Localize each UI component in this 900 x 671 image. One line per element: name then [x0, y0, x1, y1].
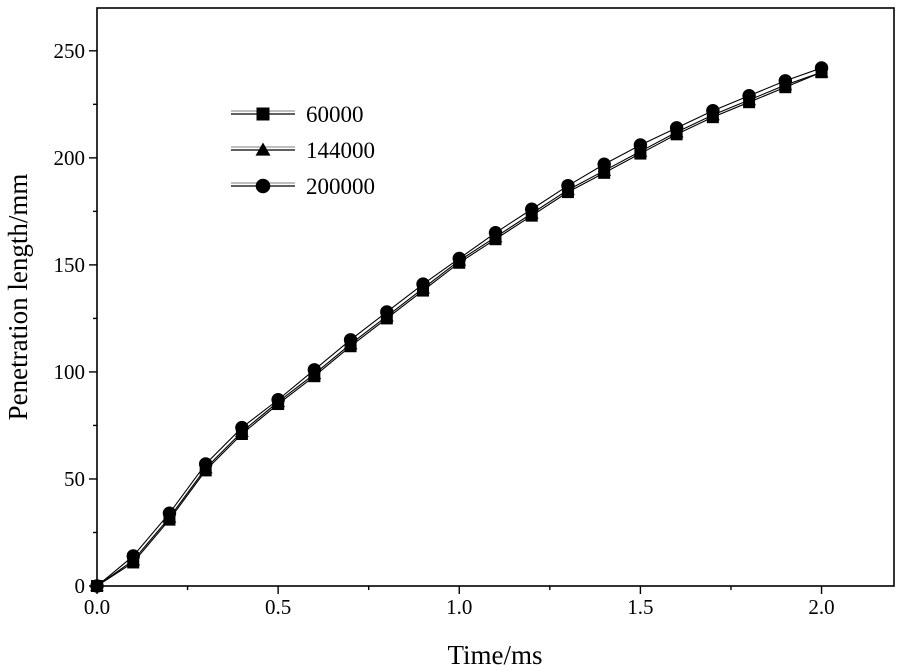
y-tick-label: 250 [54, 39, 86, 63]
y-axis-title: Penetration length/mm [3, 174, 33, 421]
legend-label: 60000 [306, 102, 364, 127]
data-point [597, 157, 611, 171]
x-axis-title: Time/ms [447, 640, 542, 670]
legend-label: 144000 [306, 138, 375, 163]
y-tick-label: 100 [54, 360, 86, 384]
legend-marker [255, 178, 271, 194]
series-line [96, 71, 822, 587]
legend-entry: 200000 [231, 174, 375, 199]
data-point [633, 138, 648, 152]
x-tick-label: 1.0 [446, 595, 472, 619]
data-point [380, 305, 394, 319]
legend-entry: 144000 [231, 138, 375, 163]
data-point [126, 549, 140, 563]
legend: 60000 144000 200000 [231, 102, 375, 199]
data-point [561, 178, 575, 193]
series-line [96, 71, 822, 587]
y-tick-label: 0 [75, 574, 86, 598]
x-tick-label: 2.0 [808, 595, 834, 619]
data-point [669, 121, 684, 135]
data-point [778, 74, 793, 88]
series-200000 [90, 61, 829, 593]
data-point [452, 251, 466, 266]
x-axis: 0.0 0.5 1.0 1.5 2.0 [84, 586, 835, 619]
data-point [814, 61, 829, 75]
data-point [307, 363, 322, 377]
legend-entry: 60000 [231, 102, 364, 127]
data-point [235, 420, 249, 435]
x-tick-label: 1.5 [627, 595, 653, 619]
data-point [198, 457, 213, 471]
legend-marker [256, 107, 270, 121]
data-point [162, 506, 177, 520]
legend-label: 200000 [306, 174, 375, 199]
y-tick-label: 200 [54, 146, 86, 170]
series-line [96, 67, 822, 587]
series-layer [90, 61, 829, 593]
data-point [416, 277, 430, 291]
data-point [271, 393, 285, 407]
series-144000 [90, 65, 829, 592]
data-point [343, 333, 358, 347]
data-point [706, 104, 720, 118]
legend-marker [255, 142, 271, 156]
x-tick-label: 0.0 [84, 595, 110, 619]
data-point [90, 579, 104, 593]
plot-frame [96, 7, 895, 587]
y-tick-label: 50 [64, 467, 85, 491]
x-tick-label: 0.5 [265, 595, 291, 619]
data-point [488, 226, 503, 240]
data-point [525, 202, 539, 216]
y-tick-label: 150 [54, 253, 86, 277]
data-point [742, 89, 756, 103]
y-axis: 0 50 100 150 200 250 [54, 39, 97, 598]
series-60000 [91, 66, 828, 592]
